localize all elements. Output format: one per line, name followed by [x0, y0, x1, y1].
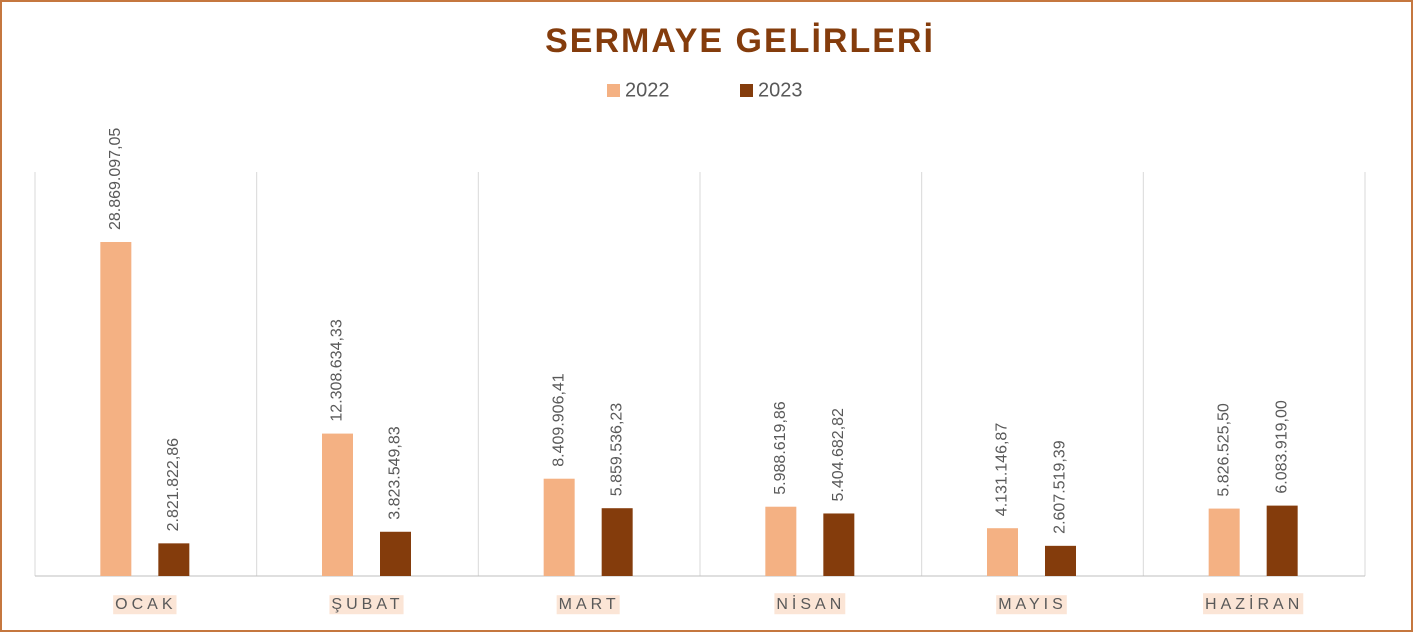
value-label: 5.988.619,86	[772, 401, 789, 495]
bar	[380, 531, 411, 576]
chart-title: SERMAYE GELİRLERİ	[545, 22, 935, 60]
x-tick-highlight	[1203, 593, 1304, 615]
x-tick-highlight	[996, 595, 1067, 615]
bar	[100, 242, 132, 576]
x-tick-group: HAZİRAN	[1203, 593, 1304, 615]
bar	[1208, 508, 1240, 576]
bar	[322, 433, 353, 576]
value-label: 28.869.097,05	[107, 128, 124, 230]
x-tick-label: ŞUBAT	[331, 596, 403, 613]
x-tick-highlight	[774, 593, 846, 615]
x-tick-highlight	[556, 595, 620, 615]
bar	[823, 513, 855, 576]
x-tick-label: MAYIS	[998, 596, 1067, 613]
bar	[543, 478, 575, 576]
value-label: 4.131.146,87	[994, 423, 1011, 517]
x-tick-group: MAYIS	[996, 595, 1067, 615]
bar	[1045, 545, 1076, 576]
x-tick-group: NİSAN	[774, 593, 846, 615]
bar	[158, 543, 190, 576]
value-label: 2.607.519,39	[1052, 440, 1069, 534]
bar	[1266, 505, 1298, 576]
x-tick-highlight	[329, 595, 404, 615]
x-tick-label: MART	[559, 596, 620, 613]
x-tick-label: NİSAN	[776, 594, 845, 613]
value-label: 5.404.682,82	[830, 408, 847, 502]
value-label: 5.859.536,23	[608, 403, 625, 497]
x-tick-group: OCAK	[113, 595, 177, 615]
value-label: 3.823.549,83	[387, 426, 404, 520]
value-label: 6.083.919,00	[1273, 400, 1290, 494]
bar	[987, 528, 1018, 576]
legend-label: 2023	[758, 79, 803, 101]
x-tick-label: OCAK	[115, 596, 176, 613]
value-label: 5.826.525,50	[1215, 403, 1232, 497]
x-tick-label: HAZİRAN	[1205, 594, 1303, 613]
x-tick-highlight	[113, 595, 177, 615]
value-label: 2.821.822,86	[165, 438, 182, 532]
x-tick-group: ŞUBAT	[329, 595, 404, 615]
legend-label: 2022	[625, 79, 670, 101]
value-label: 12.308.634,33	[329, 319, 346, 421]
legend-swatch	[740, 84, 753, 97]
x-tick-group: MART	[556, 595, 620, 615]
value-label: 8.409.906,41	[550, 373, 567, 467]
legend-swatch	[607, 84, 620, 97]
bar	[601, 508, 633, 576]
bar	[765, 506, 797, 576]
